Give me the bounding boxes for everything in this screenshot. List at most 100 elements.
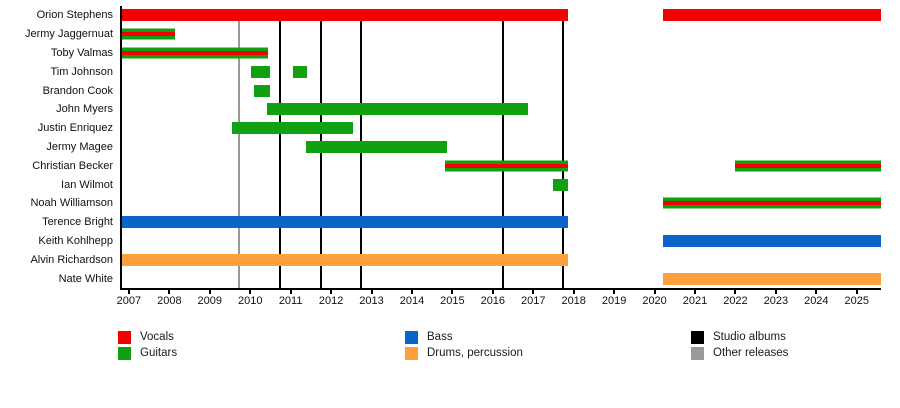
legend-entry: Vocals xyxy=(118,330,177,344)
timeline-bar-guitars_vocals xyxy=(445,160,568,172)
legend-label: Bass xyxy=(427,331,453,343)
x-axis-year-labels: 2007 2008 2009 2010 2011 2012 2013 2014 2015 2016… xyxy=(116,295,879,309)
legend-label: Vocals xyxy=(140,331,174,343)
axis-tick xyxy=(249,290,252,294)
legend-label: Drums, percussion xyxy=(427,347,523,359)
member-label: Justin Enriquez xyxy=(37,122,113,135)
axis-tick xyxy=(532,290,535,294)
year-label: 2016 xyxy=(480,295,506,307)
timeline-bar-guitars_vocals xyxy=(122,28,175,40)
year-label: 2022 xyxy=(723,295,748,307)
axis-tick xyxy=(289,290,292,294)
guitars-legend-swatch xyxy=(118,346,131,360)
member-label: Jermy Magee xyxy=(46,140,113,153)
timeline-bar-guitars xyxy=(305,141,448,153)
timeline-bar-guitars xyxy=(267,103,529,116)
legend-label: Guitars xyxy=(140,347,178,359)
timeline-bar-guitars xyxy=(231,122,354,135)
studio-album-line xyxy=(561,20,564,288)
studio-album-line xyxy=(359,20,362,288)
member-label: Toby Valmas xyxy=(50,46,113,59)
year-label: 2019 xyxy=(601,295,627,307)
year-label: 2013 xyxy=(359,295,384,307)
member-label: Brandon Cook xyxy=(42,84,113,97)
timeline-bar-guitars_vocals xyxy=(122,47,269,59)
axis-tick xyxy=(451,290,454,294)
year-label: 2007 xyxy=(116,295,142,307)
other-release-line xyxy=(238,20,241,288)
member-label: Noah Williamson xyxy=(30,197,113,210)
timeline-bar-guitars xyxy=(553,178,568,191)
member-name-column: Orion Stephens Jermy Jaggernuat Toby Valma… xyxy=(0,6,113,288)
member-label: Terence Bright xyxy=(42,216,113,229)
timeline-bar-drums xyxy=(122,253,568,266)
legend-entry: Guitars xyxy=(118,346,177,360)
member-label: Alvin Richardson xyxy=(30,253,113,266)
year-label: 2010 xyxy=(237,295,263,307)
other_release-legend-swatch xyxy=(691,346,704,360)
legend-entry: Studio albums xyxy=(691,330,788,344)
timeline-bar-vocals xyxy=(663,9,881,22)
member-label: Keith Kohlhepp xyxy=(38,234,113,247)
axis-tick xyxy=(491,290,494,294)
legend-column: Studio albums Other releases xyxy=(691,330,788,360)
member-label: Christian Becker xyxy=(32,159,113,172)
timeline-bar-bass xyxy=(122,216,568,229)
axis-tick xyxy=(653,290,656,294)
studio-album-line xyxy=(320,20,323,288)
x-axis-ticks xyxy=(120,290,879,294)
axis-tick xyxy=(127,290,130,294)
axis-tick xyxy=(572,290,575,294)
member-label: Tim Johnson xyxy=(50,65,113,78)
studio-album-line xyxy=(501,20,504,288)
axis-tick xyxy=(694,290,696,294)
axis-tick xyxy=(410,290,413,294)
timeline-plot-area xyxy=(120,6,881,290)
legend-column: Vocals Guitars xyxy=(118,330,177,360)
member-label: Jermy Jaggernuat xyxy=(24,28,113,41)
timeline-bar-guitars xyxy=(293,65,307,78)
timeline-bar-bass xyxy=(663,235,881,247)
member-label: Orion Stephens xyxy=(36,9,113,22)
studio_album-legend-swatch xyxy=(691,330,704,344)
year-label: 2020 xyxy=(642,295,667,307)
legend-entry: Drums, percussion xyxy=(405,346,523,360)
axis-tick xyxy=(330,290,333,294)
legend-entry: Other releases xyxy=(691,346,788,360)
member-label: Ian Wilmot xyxy=(61,178,113,191)
legend-label: Studio albums xyxy=(713,331,786,343)
axis-tick xyxy=(613,290,616,294)
year-label: 2014 xyxy=(399,295,425,307)
timeline-bar-guitars_vocals xyxy=(663,197,881,209)
member-label: John Myers xyxy=(56,103,113,116)
axis-tick xyxy=(774,290,777,294)
legend-entry: Bass xyxy=(405,330,523,344)
legend-label: Other releases xyxy=(713,347,789,359)
year-label: 2015 xyxy=(440,295,465,307)
legend-column: Bass Drums, percussion xyxy=(405,330,523,360)
timeline-bar-guitars xyxy=(254,84,270,97)
year-label: 2012 xyxy=(318,295,344,307)
year-label: 2021 xyxy=(682,295,708,307)
year-label: 2009 xyxy=(197,295,223,307)
year-label: 2023 xyxy=(763,295,789,307)
year-label: 2008 xyxy=(157,295,182,307)
timeline-bar-guitars_vocals xyxy=(735,160,881,172)
year-label: 2024 xyxy=(804,295,829,307)
timeline-bar-vocals xyxy=(122,9,568,22)
member-label: Nate White xyxy=(58,272,113,285)
bass-legend-swatch xyxy=(405,330,418,344)
year-label: 2025 xyxy=(844,295,869,307)
axis-tick xyxy=(815,290,818,294)
axis-tick xyxy=(208,290,211,294)
year-label: 2011 xyxy=(278,295,303,307)
year-label: 2018 xyxy=(561,295,586,307)
timeline-bar-drums xyxy=(663,272,881,285)
studio-album-line xyxy=(278,20,281,288)
axis-tick xyxy=(855,290,858,294)
timeline-bar-guitars xyxy=(250,65,270,78)
year-label: 2017 xyxy=(521,295,546,307)
axis-tick xyxy=(734,290,737,294)
vocals-legend-swatch xyxy=(118,330,131,344)
